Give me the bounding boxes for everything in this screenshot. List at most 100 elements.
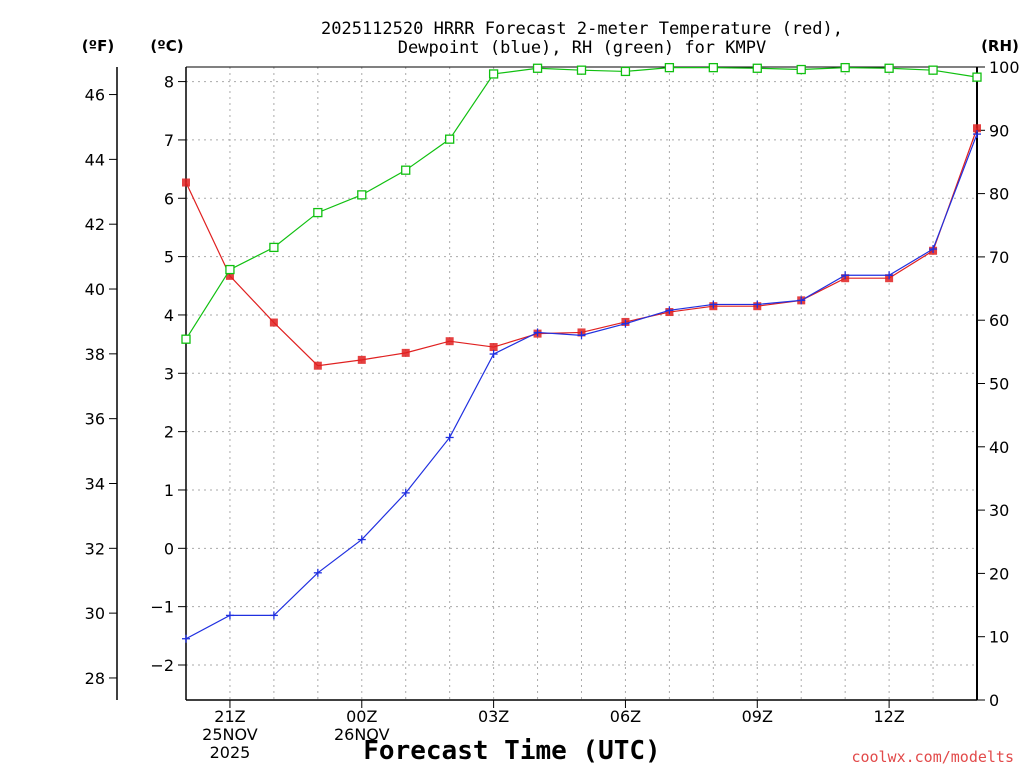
x-axis-label: Forecast Time (UTC): [363, 736, 660, 766]
dewpoint-point: [401, 488, 410, 497]
rh-point: [972, 72, 982, 82]
celsius-tick-label: −1: [150, 598, 174, 617]
celsius-tick-label: 6: [164, 189, 174, 208]
celsius-tick-label: 7: [164, 131, 174, 150]
fahrenheit-tick-label: 46: [85, 86, 105, 105]
celsius-tick-label: 1: [164, 481, 174, 500]
temperature-point: [357, 355, 366, 364]
x-tick-label: 26NOV: [334, 725, 390, 744]
rh-point: [269, 242, 279, 253]
dewpoint-point: [885, 271, 894, 280]
rh-tick-label: 90: [989, 121, 1009, 140]
chart-title-line1: 2025112520 HRRR Forecast 2-meter Tempera…: [321, 19, 843, 39]
x-tick-label: 03Z: [478, 707, 509, 726]
rh-point: [357, 190, 367, 200]
dewpoint-point: [225, 611, 234, 620]
dewpoint-point: [489, 350, 498, 359]
celsius-unit-label: (ºC): [150, 37, 183, 55]
rh-point: [181, 334, 191, 344]
celsius-tick-label: 8: [164, 73, 174, 92]
x-tick-label: 09Z: [742, 707, 773, 726]
rh-tick-label: 100: [989, 58, 1020, 77]
rh-point: [708, 62, 718, 73]
x-tick-label: 2025: [210, 743, 251, 762]
rh-tick-label: 30: [989, 501, 1009, 520]
rh-tick-label: 80: [989, 185, 1009, 204]
dewpoint-point: [973, 130, 981, 139]
rh-point: [752, 63, 762, 73]
dewpoint-point: [929, 245, 938, 254]
rh-point: [840, 62, 850, 73]
data-series: [181, 62, 982, 643]
rh-point: [664, 62, 675, 73]
rh-point: [576, 65, 587, 75]
rh-line: [185, 67, 978, 340]
dewpoint-point: [445, 433, 454, 442]
chart-title-line2: Dewpoint (blue), RH (green) for KMPV: [398, 38, 766, 58]
x-tick-label: 25NOV: [202, 725, 258, 744]
rh-tick-label: 0: [989, 691, 999, 710]
x-tick-label: 06Z: [610, 707, 641, 726]
celsius-tick-label: −2: [150, 656, 174, 675]
rh-point: [225, 264, 235, 275]
rh-point: [313, 207, 323, 218]
grid-lines: [186, 67, 978, 700]
dewpoint-point: [357, 535, 366, 544]
temperature-point: [973, 124, 981, 133]
celsius-tick-label: 3: [164, 364, 174, 383]
fahrenheit-tick-label: 44: [85, 150, 105, 169]
celsius-tick-label: 5: [164, 248, 174, 267]
rh-tick-label: 70: [989, 248, 1009, 267]
dewpoint-point: [753, 300, 762, 309]
rh-tick-label: 40: [989, 438, 1009, 457]
dewpoint-point: [797, 296, 806, 305]
dewpoint-point: [269, 611, 278, 620]
temperature-point: [445, 337, 454, 346]
fahrenheit-tick-label: 36: [85, 410, 105, 429]
temperature-point: [401, 348, 410, 357]
celsius-tick-label: 4: [164, 306, 174, 325]
dewpoint-point: [665, 306, 674, 315]
x-tick-label: 00Z: [346, 707, 377, 726]
dewpoint-point: [182, 634, 190, 643]
fahrenheit-tick-label: 28: [85, 669, 105, 688]
axes: −2−1012345678283032343638404244460102030…: [85, 58, 1020, 762]
dewpoint-point: [533, 328, 542, 337]
temperature-point: [489, 343, 498, 352]
fahrenheit-unit-label: (ºF): [82, 37, 114, 55]
fahrenheit-tick-label: 42: [85, 215, 105, 234]
credit-label: coolwx.com/modelts: [851, 748, 1014, 766]
rh-tick-label: 10: [989, 628, 1009, 647]
rh-point: [532, 63, 543, 73]
fahrenheit-tick-label: 30: [85, 604, 105, 623]
rh-tick-label: 50: [989, 375, 1009, 394]
temperature-point: [313, 361, 322, 370]
rh-point: [445, 134, 455, 144]
temperature-point: [225, 271, 234, 280]
dewpoint-point: [313, 568, 322, 577]
rh-point: [488, 69, 499, 79]
rh-point: [796, 64, 806, 75]
dewpoint-point: [709, 300, 718, 309]
fahrenheit-tick-label: 38: [85, 345, 105, 364]
dewpoint-point: [621, 319, 630, 328]
celsius-tick-label: 2: [164, 423, 174, 442]
x-tick-label: 12Z: [873, 707, 904, 726]
dewpoint-point: [841, 271, 850, 280]
x-tick-label: 21Z: [214, 707, 245, 726]
fahrenheit-tick-label: 40: [85, 280, 105, 299]
rh-point: [620, 66, 631, 77]
rh-tick-label: 20: [989, 564, 1009, 583]
rh-unit-label: (RH): [981, 37, 1019, 55]
temperature-point: [269, 318, 278, 327]
rh-point: [884, 63, 894, 73]
rh-point: [928, 65, 938, 75]
dewpoint-point: [577, 331, 586, 340]
rh-point: [401, 165, 411, 175]
temperature-point: [182, 178, 190, 187]
fahrenheit-tick-label: 34: [85, 474, 105, 493]
fahrenheit-tick-label: 32: [85, 539, 105, 558]
rh-tick-label: 60: [989, 311, 1009, 330]
celsius-tick-label: 0: [164, 539, 174, 558]
